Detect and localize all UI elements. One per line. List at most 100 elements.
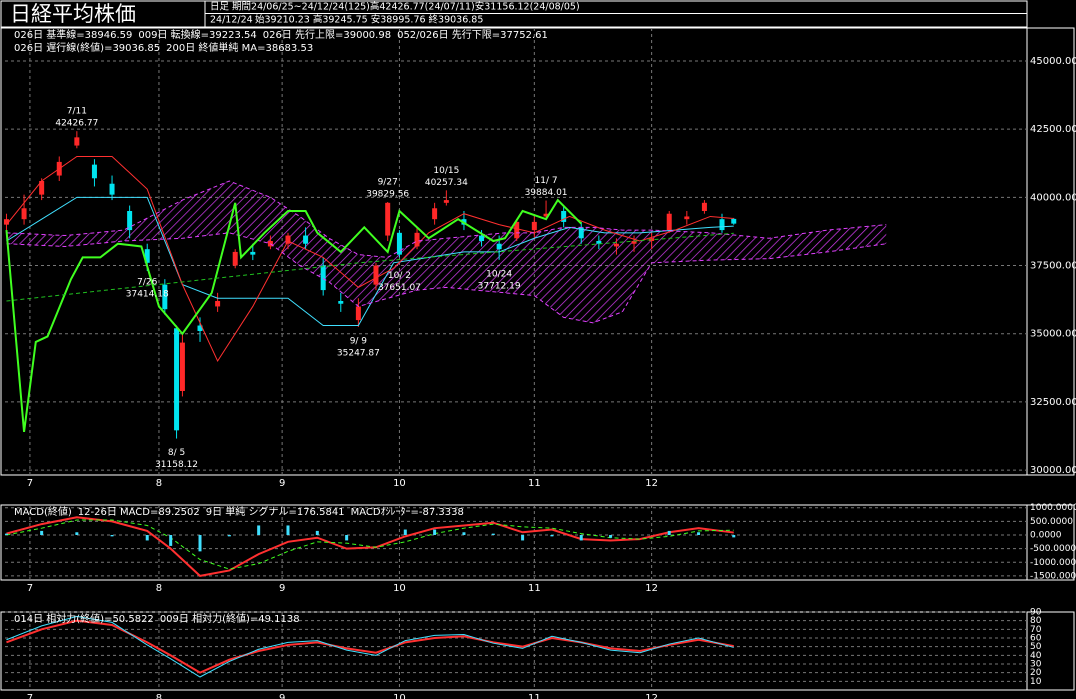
y-tick-label: 70 bbox=[1030, 625, 1042, 635]
series-line bbox=[6, 232, 734, 302]
annotation-date: 10/24 bbox=[486, 269, 512, 279]
panel-frame bbox=[0, 504, 1075, 581]
panel-frame bbox=[0, 611, 1075, 691]
candle-body bbox=[443, 200, 449, 203]
annotation-value: 37651.07 bbox=[378, 283, 421, 293]
annotation-date: 9/27 bbox=[378, 178, 398, 188]
histogram-bar bbox=[609, 535, 613, 538]
candle-body bbox=[432, 208, 438, 220]
series-line bbox=[6, 619, 734, 674]
y-tick-label: 37500.00 bbox=[1030, 261, 1076, 272]
y-tick-label: 30 bbox=[1030, 660, 1042, 670]
x-tick-label: 12 bbox=[645, 693, 658, 699]
histogram-bar bbox=[227, 535, 231, 537]
candle-body bbox=[215, 301, 221, 307]
annotation-date: 7/11 bbox=[67, 107, 87, 117]
candle-body bbox=[144, 249, 150, 263]
candle-body bbox=[531, 221, 537, 231]
histogram-bar bbox=[345, 535, 349, 541]
series-line bbox=[6, 196, 734, 327]
histogram-bar bbox=[145, 535, 149, 541]
x-tick-label: 7 bbox=[27, 583, 33, 594]
legend-entry: 9日 単純 シグナル=176.5841 bbox=[206, 505, 345, 518]
candle-body bbox=[613, 243, 619, 247]
histogram-bar bbox=[521, 535, 525, 541]
y-tick-label: 40000.00 bbox=[1030, 192, 1076, 203]
candle-body bbox=[91, 164, 97, 179]
candle-body bbox=[355, 306, 361, 321]
candle-body bbox=[232, 251, 238, 266]
x-tick-label: 11 bbox=[528, 583, 541, 594]
x-tick-label: 10 bbox=[393, 583, 406, 594]
x-tick-label: 10 bbox=[393, 693, 406, 699]
y-tick-label: 0.0000 bbox=[1030, 531, 1062, 541]
annotation-date: 11/ 7 bbox=[535, 176, 558, 186]
header-ohlc: 始39210.23 高39245.75 安38995.76 終39036.85 bbox=[255, 14, 483, 26]
histogram-bar bbox=[433, 529, 437, 535]
candle-body bbox=[320, 265, 326, 291]
candle-body bbox=[561, 211, 567, 222]
x-tick-label: 8 bbox=[156, 693, 162, 699]
histogram-bar bbox=[579, 535, 583, 541]
y-tick-label: -1500.0000 bbox=[1030, 571, 1076, 581]
candle-body bbox=[414, 232, 420, 247]
candle-body bbox=[385, 202, 391, 236]
y-tick-label: 40 bbox=[1030, 651, 1042, 661]
x-tick-label: 8 bbox=[156, 478, 162, 489]
annotation-date: 9/ 9 bbox=[350, 336, 368, 346]
legend-entry: 12-26日 MACD=89.2502 bbox=[78, 507, 200, 518]
candle-body bbox=[74, 137, 80, 146]
y-tick-label: 35000.00 bbox=[1030, 329, 1076, 340]
legend-entry: 009日 転換線=39223.54 bbox=[138, 28, 256, 41]
annotation-value: 31158.12 bbox=[155, 460, 198, 470]
y-tick-label: 45000.00 bbox=[1030, 56, 1076, 67]
series-line bbox=[6, 155, 734, 363]
candle-body bbox=[109, 183, 115, 195]
panel-frame bbox=[0, 27, 1075, 476]
candle-body bbox=[250, 251, 256, 255]
candle-body bbox=[285, 235, 291, 244]
candle-body bbox=[496, 243, 502, 250]
candle-body bbox=[179, 342, 185, 391]
candle-body bbox=[162, 284, 168, 310]
histogram-bar bbox=[315, 530, 319, 535]
y-tick-label: 1000.0000 bbox=[1030, 503, 1076, 513]
series-line bbox=[5, 198, 582, 433]
candle-body bbox=[396, 232, 402, 255]
x-tick-label: 10 bbox=[393, 478, 406, 489]
candle-body bbox=[373, 265, 379, 285]
legend-entry: 026日 遅行線(終値)=39036.85 bbox=[14, 41, 160, 54]
candle-body bbox=[649, 238, 655, 241]
annotation-value: 42426.77 bbox=[55, 119, 98, 129]
annotation-value: 37414.18 bbox=[126, 289, 169, 299]
y-tick-label: 32500.00 bbox=[1030, 397, 1076, 408]
histogram-bar bbox=[169, 535, 173, 546]
histogram-bar bbox=[732, 535, 736, 538]
candle-body bbox=[543, 213, 549, 217]
candle-body bbox=[631, 241, 637, 244]
annotation-value: 37712.19 bbox=[478, 281, 521, 291]
x-tick-label: 12 bbox=[645, 583, 658, 594]
x-tick-label: 11 bbox=[528, 693, 541, 699]
cloud-fill bbox=[6, 181, 887, 323]
y-tick-label: 30000.00 bbox=[1030, 465, 1076, 476]
candle-body bbox=[479, 235, 485, 241]
histogram-bar bbox=[667, 530, 671, 535]
annotation-date: 8/ 5 bbox=[168, 448, 185, 458]
candle-body bbox=[578, 227, 584, 239]
annotation-value: 39829.56 bbox=[366, 190, 409, 200]
annotation-date: 10/ 2 bbox=[388, 271, 411, 281]
y-tick-label: 50 bbox=[1030, 642, 1042, 652]
x-tick-label: 7 bbox=[27, 478, 33, 489]
annotation-value: 39884.01 bbox=[525, 188, 568, 198]
annotation-value: 35247.87 bbox=[337, 348, 380, 358]
histogram-bar bbox=[75, 532, 79, 535]
candle-body bbox=[3, 219, 9, 225]
legend-entry: 026日 基準線=38946.59 bbox=[14, 28, 132, 41]
histogram-bar bbox=[286, 525, 290, 535]
candle-body bbox=[596, 241, 602, 244]
header-info: 日足 期間24/06/25~24/12/24(125)高42426.77(24/… bbox=[210, 1, 580, 13]
y-tick-label: -1000.0000 bbox=[1030, 558, 1076, 568]
annotation-date: 10/15 bbox=[433, 166, 459, 176]
histogram-bar bbox=[697, 532, 701, 535]
